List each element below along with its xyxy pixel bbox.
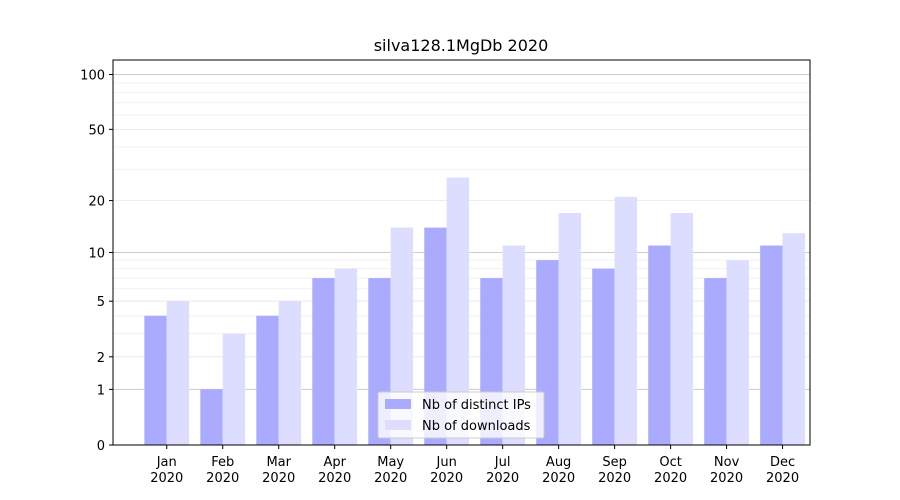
legend-box [377, 391, 545, 439]
x-axis: Jan 2020 Feb 2020 Mar 2020 Apr 2020 May 2020 Jun 20… [150, 445, 799, 486]
bar-downloads [334, 268, 358, 445]
legend-label-ips: Nb of distinct IPs [422, 398, 531, 413]
bar-downloads [670, 212, 693, 445]
y-tick-label: 50 [88, 123, 105, 138]
x-tick-label: Aug 2020 [542, 455, 575, 486]
bar-ips [704, 278, 727, 445]
legend-swatch-ips [385, 399, 411, 409]
bar-ips [760, 245, 783, 445]
bar-ips [648, 245, 671, 445]
y-tick-label: 0 [97, 439, 105, 454]
y-tick-label: 1 [97, 383, 105, 398]
x-tick-label: Dec 2020 [766, 455, 799, 486]
x-tick-label: Sep 2020 [598, 455, 631, 486]
x-tick-label: Nov 2020 [710, 455, 743, 486]
y-axis: 0 1 2 5 10 20 50 100 [80, 69, 113, 454]
x-tick-label: Apr 2020 [318, 455, 351, 486]
y-tick-label: 2 [97, 351, 105, 366]
bar-ips [144, 315, 167, 445]
bar-ips [592, 268, 615, 445]
bar-ips [312, 278, 335, 445]
chart-title: silva128.1MgDb 2020 [374, 36, 549, 55]
y-tick-label: 5 [97, 295, 105, 310]
x-tick-label: Oct 2020 [654, 455, 687, 486]
bar-downloads [614, 196, 638, 445]
x-tick-label: Mar 2020 [262, 455, 295, 486]
bar-ips [424, 227, 447, 445]
legend: Nb of distinct IPs Nb of downloads [377, 391, 545, 439]
bar-downloads [278, 301, 302, 445]
x-tick-label: May 2020 [374, 455, 407, 486]
y-tick-label: 100 [80, 69, 105, 84]
x-tick-label: Jun 2020 [430, 455, 463, 486]
bar-downloads [558, 212, 582, 445]
legend-swatch-downloads [385, 420, 411, 430]
x-tick-label: Jul 2020 [486, 455, 519, 486]
bar-downloads [726, 260, 749, 445]
bar-downloads [782, 233, 805, 445]
bar-downloads [446, 177, 470, 445]
legend-label-downloads: Nb of downloads [422, 419, 531, 434]
bar-downloads [390, 227, 414, 445]
y-tick-label: 10 [88, 247, 105, 262]
bar-ips [200, 389, 223, 445]
bar-downloads [222, 333, 246, 445]
bar-downloads [166, 301, 190, 445]
bar-ips [256, 315, 279, 445]
y-tick-label: 20 [88, 195, 105, 210]
x-tick-label: Jan 2020 [150, 455, 183, 486]
bars-layer [144, 177, 805, 445]
x-tick-label: Feb 2020 [206, 455, 239, 486]
